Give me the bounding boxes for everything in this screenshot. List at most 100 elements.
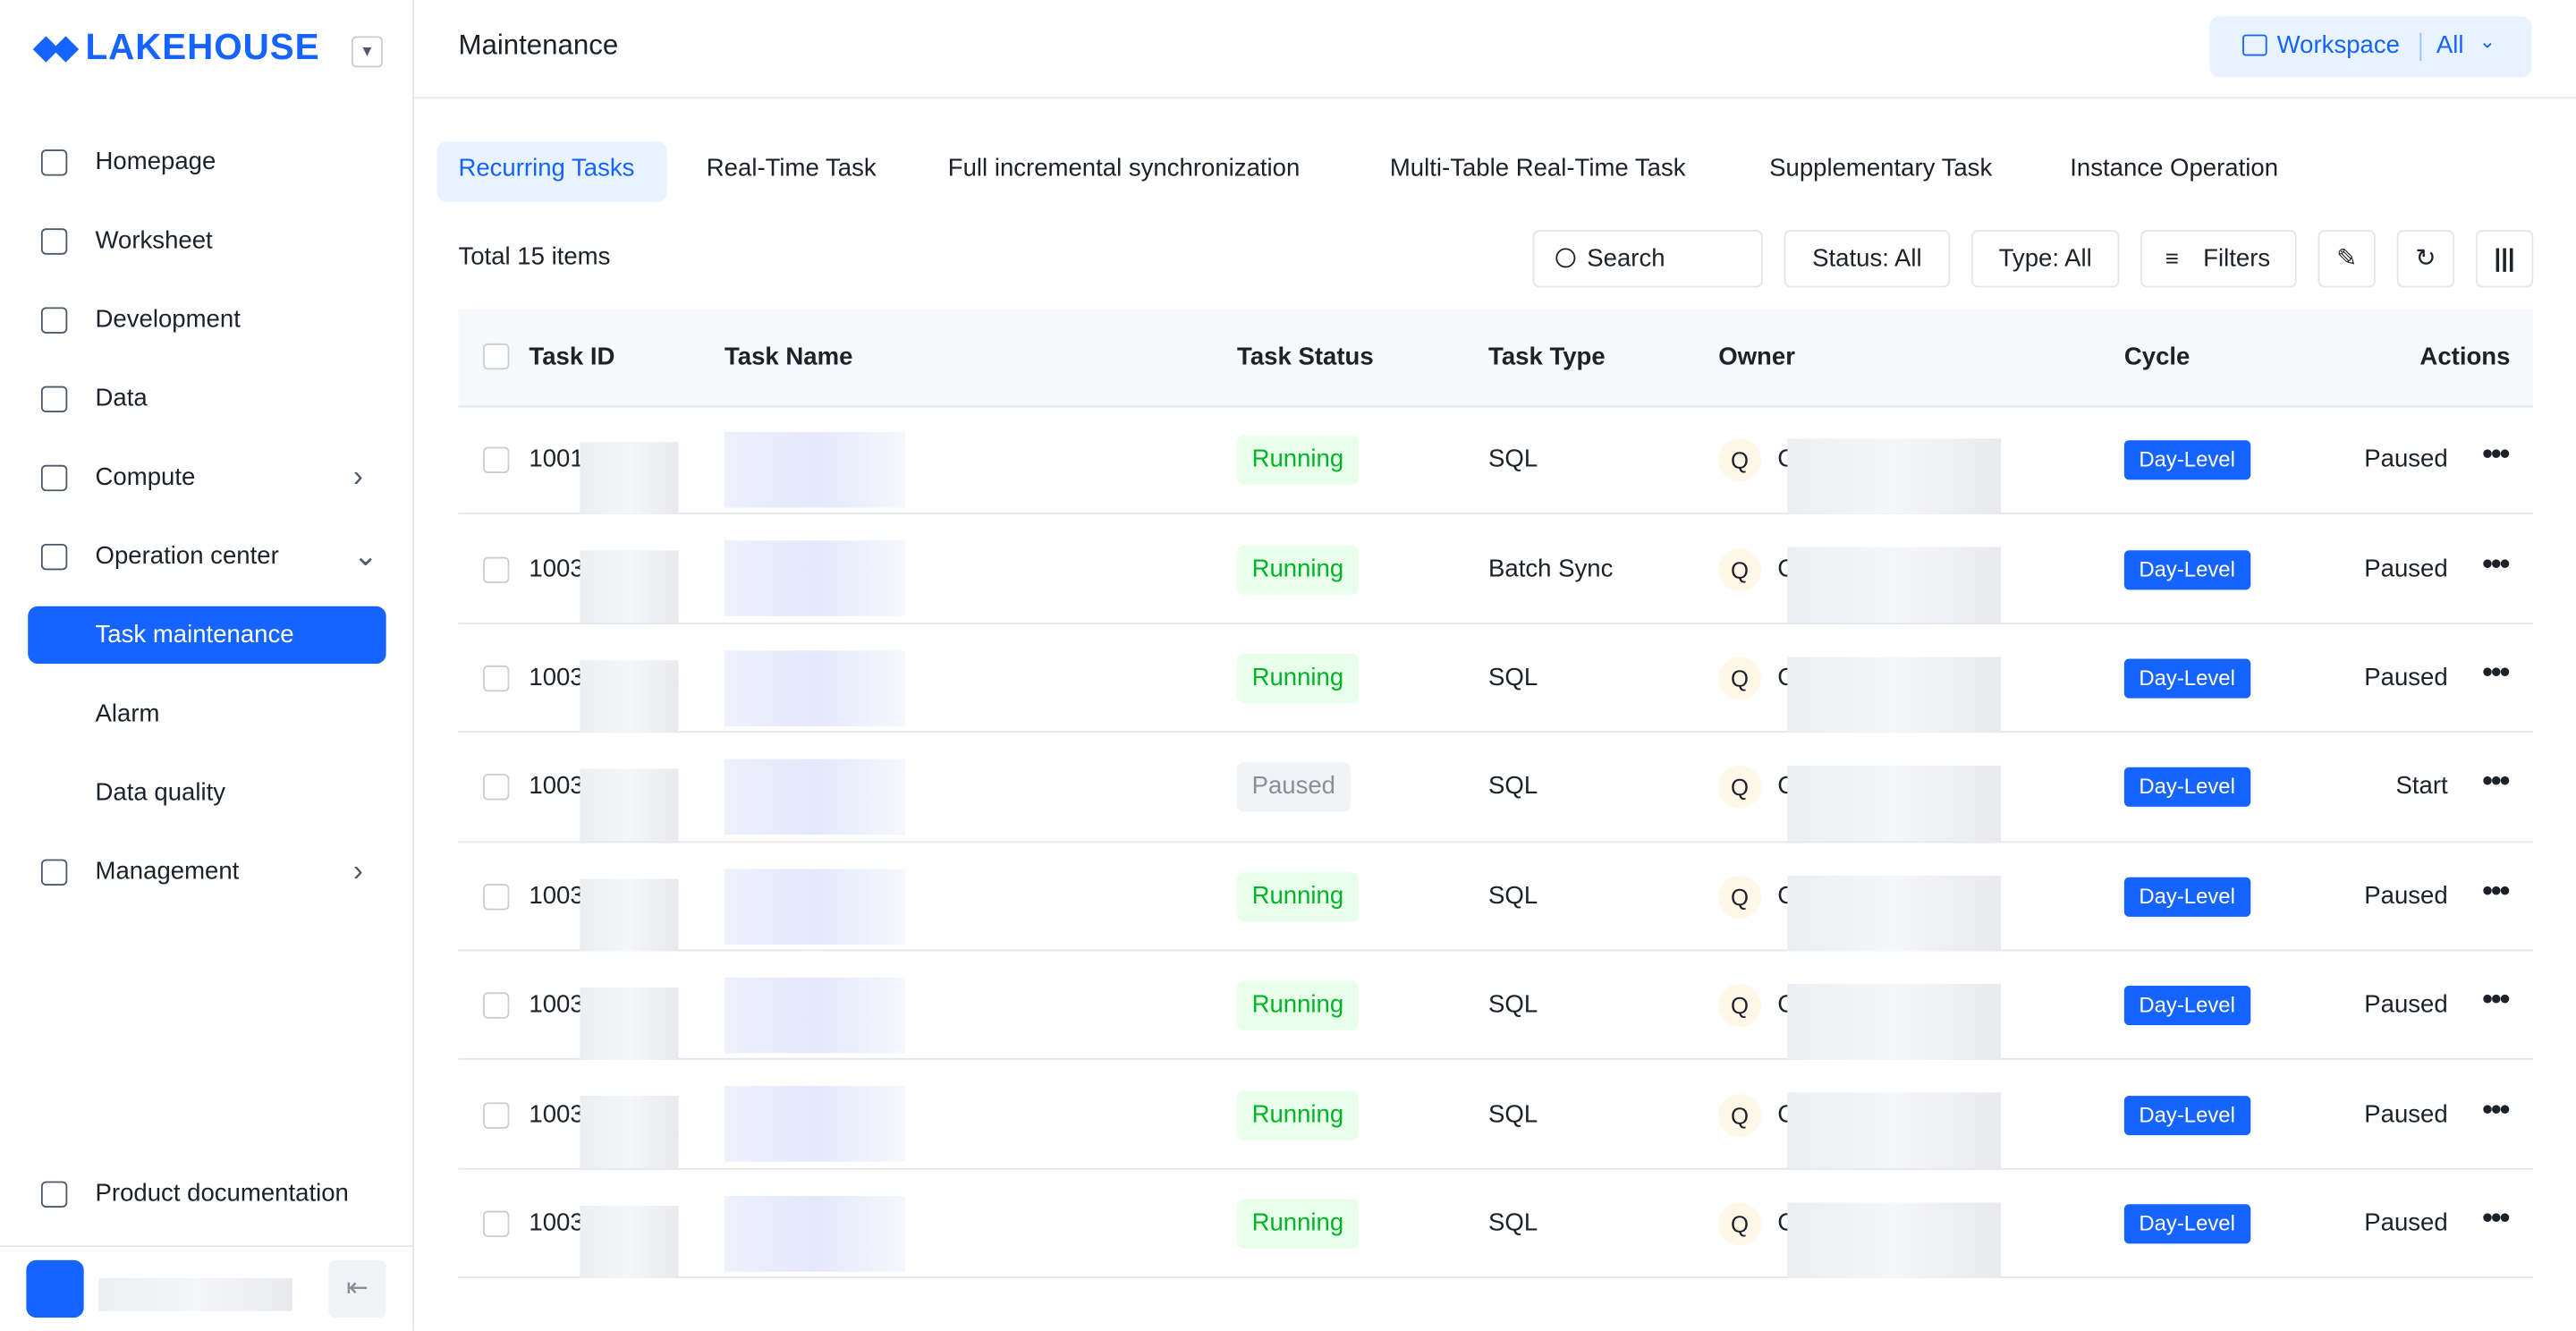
tab[interactable]: Full incremental synchronization: [947, 154, 1301, 182]
tab[interactable]: Supplementary Task: [1769, 154, 1993, 182]
redacted: [1787, 657, 2002, 733]
action-link[interactable]: Paused: [2364, 1099, 2448, 1129]
column-header: Actions: [2419, 343, 2511, 372]
redacted: [1787, 984, 2002, 1060]
more-button[interactable]: •••: [2482, 1091, 2510, 1125]
redacted: [580, 768, 679, 842]
more-button[interactable]: •••: [2482, 764, 2510, 798]
nav-item[interactable]: Worksheet: [95, 226, 213, 255]
tab[interactable]: Instance Operation: [2070, 154, 2279, 182]
column-header: Cycle: [2123, 343, 2190, 372]
search-input[interactable]: Search: [1532, 230, 1763, 288]
owner-avatar: Q: [1718, 984, 1761, 1028]
header: Maintenance: [413, 0, 2576, 99]
filters-button[interactable]: ≡ Filters: [2140, 230, 2297, 288]
nav-item[interactable]: Management: [95, 857, 240, 886]
status-tag: Running: [1237, 654, 1359, 704]
status-tag: Running: [1237, 436, 1359, 486]
owner-avatar: Q: [1718, 1093, 1761, 1137]
action-link[interactable]: Paused: [2364, 555, 2448, 583]
row-divider: [458, 1058, 2534, 1061]
active-nav-background: [28, 606, 386, 665]
row-divider: [458, 622, 2534, 624]
refresh-button[interactable]: ↻: [2396, 230, 2455, 288]
checkbox[interactable]: [482, 774, 510, 801]
nav-chevron: ›: [352, 460, 363, 494]
more-button[interactable]: •••: [2482, 437, 2510, 471]
more-button[interactable]: •••: [2482, 546, 2510, 580]
collapse-button[interactable]: ⇤: [328, 1259, 386, 1318]
task-name-redacted: [724, 759, 906, 835]
workspace-switch[interactable]: ▼: [352, 36, 383, 68]
owner-name: C: [1777, 771, 1791, 804]
column-header: Task Name: [724, 343, 853, 372]
action-link[interactable]: Paused: [2364, 1208, 2448, 1238]
owner-avatar: Q: [1718, 875, 1761, 919]
cycle-tag: Day-Level: [2123, 1204, 2250, 1244]
task-id: 1003: [529, 555, 582, 583]
checkbox[interactable]: [482, 992, 510, 1020]
task-type: SQL: [1488, 664, 1538, 692]
nav-icon: [40, 228, 68, 255]
nav-item[interactable]: Data: [95, 384, 148, 413]
task-name-redacted: [724, 1086, 906, 1163]
tab[interactable]: Multi-Table Real-Time Task: [1389, 154, 1686, 182]
row-divider: [458, 840, 2534, 843]
nav-item[interactable]: Data quality: [95, 778, 226, 807]
task-id: 1003: [529, 772, 582, 801]
page-title: Maintenance: [458, 30, 619, 61]
clear-button[interactable]: ✎: [2318, 230, 2376, 288]
cycle-tag: Day-Level: [2123, 877, 2250, 917]
more-button[interactable]: •••: [2482, 655, 2510, 689]
column-header: Task Type: [1488, 343, 1606, 372]
task-type: SQL: [1488, 990, 1538, 1020]
checkbox[interactable]: [482, 343, 510, 370]
owner-name: C: [1777, 444, 1791, 477]
owner-avatar: Q: [1718, 766, 1761, 810]
nav-item[interactable]: Alarm: [95, 699, 160, 728]
columns-button[interactable]: |||: [2475, 230, 2534, 288]
tab-active[interactable]: Recurring Tasks: [458, 154, 635, 182]
owner-name: C: [1777, 880, 1791, 913]
action-link[interactable]: Paused: [2364, 990, 2448, 1020]
task-id: 1001: [529, 445, 582, 474]
more-button[interactable]: •••: [2482, 873, 2510, 907]
checkbox[interactable]: [482, 555, 510, 583]
action-link[interactable]: Paused: [2364, 881, 2448, 911]
nav-item[interactable]: Development: [95, 305, 241, 334]
more-button[interactable]: •••: [2482, 982, 2510, 1016]
owner-name: C: [1777, 662, 1791, 695]
workspace-selector[interactable]: Workspace All ⌄: [2209, 16, 2532, 78]
owner-avatar: Q: [1718, 547, 1761, 591]
checkbox[interactable]: [482, 665, 510, 692]
workspace-icon: [2242, 34, 2267, 56]
checkbox[interactable]: [482, 883, 510, 911]
status-filter[interactable]: Status: All: [1784, 230, 1951, 288]
nav-item[interactable]: Operation center: [95, 542, 279, 571]
task-type: Batch Sync: [1488, 555, 1614, 583]
action-link[interactable]: Start: [2395, 772, 2448, 801]
chevron: ⌄: [2479, 30, 2496, 53]
action-link[interactable]: Paused: [2364, 664, 2448, 692]
action-link[interactable]: Paused: [2364, 445, 2448, 474]
tab[interactable]: Real-Time Task: [706, 154, 877, 182]
nav-item[interactable]: Compute: [95, 462, 196, 492]
nav-item[interactable]: Product documentation: [95, 1179, 349, 1208]
user-avatar[interactable]: [26, 1259, 84, 1318]
redacted: [580, 987, 679, 1060]
status-tag: Running: [1237, 1199, 1359, 1249]
type-filter[interactable]: Type: All: [1971, 230, 2120, 288]
nav-item[interactable]: Homepage: [95, 148, 216, 176]
more-button[interactable]: •••: [2482, 1200, 2510, 1234]
nav-item-active[interactable]: Task maintenance: [95, 621, 294, 649]
task-name-redacted: [724, 540, 906, 617]
checkbox[interactable]: [482, 1210, 510, 1238]
checkbox[interactable]: [482, 1101, 510, 1129]
cycle-tag: Day-Level: [2123, 986, 2250, 1026]
owner-name: C: [1777, 989, 1791, 1022]
cycle-tag: Day-Level: [2123, 1095, 2250, 1135]
row-divider: [458, 949, 2534, 952]
checkbox[interactable]: [482, 446, 510, 474]
cycle-tag: Day-Level: [2123, 549, 2250, 589]
